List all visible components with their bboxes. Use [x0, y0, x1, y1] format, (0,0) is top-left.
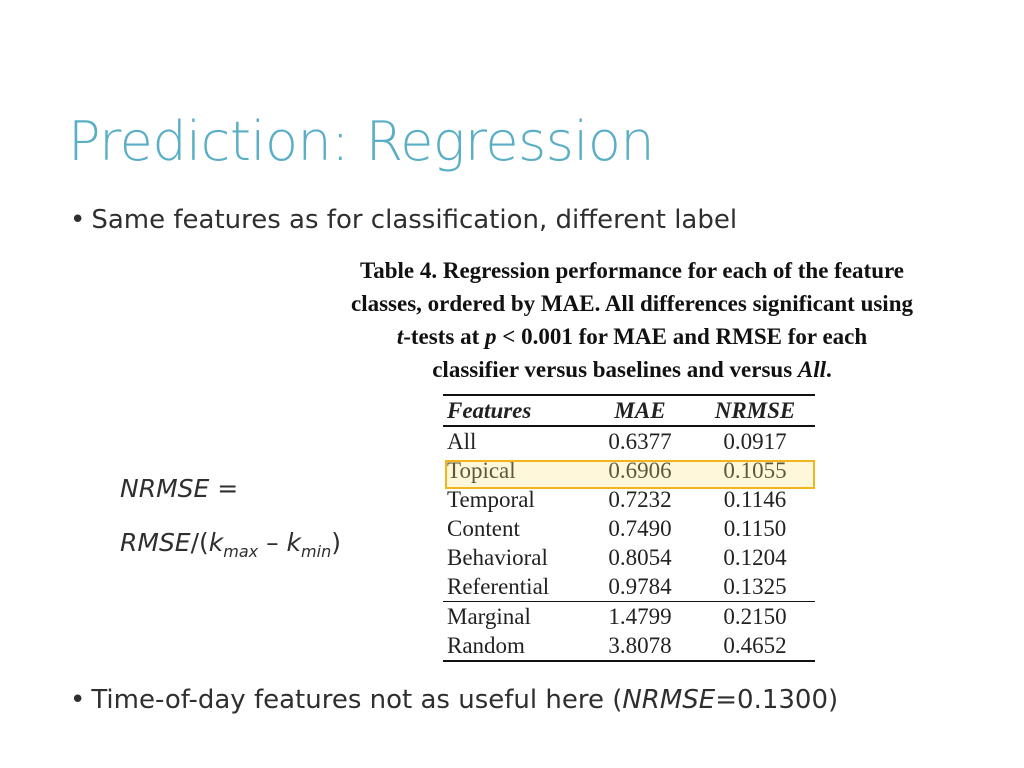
bullet-nrmse: NRMSE [622, 685, 716, 715]
formula-equals: = [209, 474, 239, 503]
caption-all: All [797, 357, 827, 382]
caption-line-3: t-tests at p < 0.001 for MAE and RMSE fo… [282, 320, 982, 353]
cell-mae: 0.6377 [608, 429, 672, 454]
table-row: Temporal 0.7232 0.1146 [443, 485, 815, 514]
formula-k-max: k [208, 528, 224, 557]
formula-sub-max: max [223, 542, 259, 561]
formula-k-min: k [286, 528, 302, 557]
caption-p: p [484, 324, 497, 349]
bullet-text-suffix: =0.1300) [715, 685, 839, 715]
caption-threshold-text: < 0.001 for MAE and RMSE for each [496, 324, 868, 349]
formula-line-1: NRMSE = [120, 474, 238, 503]
cell-feature: Random [447, 633, 525, 658]
bullet-text: Same features as for classification, dif… [91, 205, 738, 235]
slide-title: Prediction: Regression [68, 110, 655, 173]
cell-nrmse: 0.4652 [723, 633, 787, 658]
cell-mae: 0.7232 [608, 487, 672, 512]
cell-mae: 0.8054 [608, 545, 672, 570]
cell-mae: 3.8078 [608, 633, 672, 658]
table-row: Random 3.8078 0.4652 [443, 631, 815, 661]
bullet-time-of-day: • Time-of-day features not as useful here… [70, 685, 838, 715]
formula-open-paren: /( [190, 528, 209, 557]
caption-line-4: classifier versus baselines and versus A… [282, 353, 982, 386]
bullet-text-prefix: Time-of-day features not as useful here … [91, 685, 623, 715]
cell-mae: 0.6906 [608, 458, 672, 483]
formula-nrmse: NRMSE [120, 474, 210, 503]
caption-line-2: classes, ordered by MAE. All differences… [350, 291, 913, 316]
bullet-same-features: • Same features as for classification, di… [70, 205, 737, 235]
formula-rmse: RMSE [120, 528, 191, 557]
cell-nrmse: 0.1055 [723, 458, 787, 483]
caption-line-1: Table 4. Regression performance for each… [359, 258, 904, 283]
formula-sub-min: min [301, 542, 332, 561]
cell-feature: Topical [447, 458, 516, 483]
table-row: All 0.6377 0.0917 [443, 426, 815, 456]
cell-feature: Referential [447, 574, 550, 599]
table-row: Marginal 1.4799 0.2150 [443, 601, 815, 632]
cell-nrmse: 0.0917 [723, 429, 787, 454]
cell-mae: 1.4799 [608, 604, 672, 629]
cell-mae: 0.7490 [608, 516, 672, 541]
table-row: Behavioral 0.8054 0.1204 [443, 543, 815, 572]
cell-feature: Behavioral [447, 545, 548, 570]
formula-close-paren: ) [331, 528, 341, 557]
table-caption: Table 4. Regression performance for each… [282, 254, 982, 386]
caption-tests-text: -tests at [403, 324, 485, 349]
caption-t: t [396, 324, 404, 349]
table-row: Topical 0.6906 0.1055 [443, 456, 815, 485]
caption-period: . [826, 357, 832, 382]
cell-feature: All [447, 429, 477, 454]
table-row: Content 0.7490 0.1150 [443, 514, 815, 543]
cell-nrmse: 0.2150 [723, 604, 787, 629]
regression-table: Features MAE NRMSE All 0.6377 0.0917 Top… [443, 394, 815, 662]
cell-feature: Content [447, 516, 520, 541]
bullet-marker: • [70, 205, 86, 235]
table-row: Referential 0.9784 0.1325 [443, 572, 815, 602]
table-header-row: Features MAE NRMSE [443, 395, 815, 426]
header-features: Features [447, 398, 532, 423]
caption-versus-text: classifier versus baselines and versus [432, 357, 798, 382]
formula-line-2: RMSE/(kmax – kmin) [120, 528, 341, 561]
cell-nrmse: 0.1325 [723, 574, 787, 599]
formula-minus: – [258, 528, 287, 557]
bullet-marker: • [70, 685, 86, 715]
cell-feature: Temporal [447, 487, 535, 512]
cell-nrmse: 0.1146 [723, 487, 787, 512]
header-nrmse: NRMSE [714, 398, 796, 423]
cell-nrmse: 0.1150 [723, 516, 787, 541]
cell-mae: 0.9784 [608, 574, 672, 599]
header-mae: MAE [614, 398, 666, 423]
cell-feature: Marginal [447, 604, 531, 629]
cell-nrmse: 0.1204 [723, 545, 787, 570]
